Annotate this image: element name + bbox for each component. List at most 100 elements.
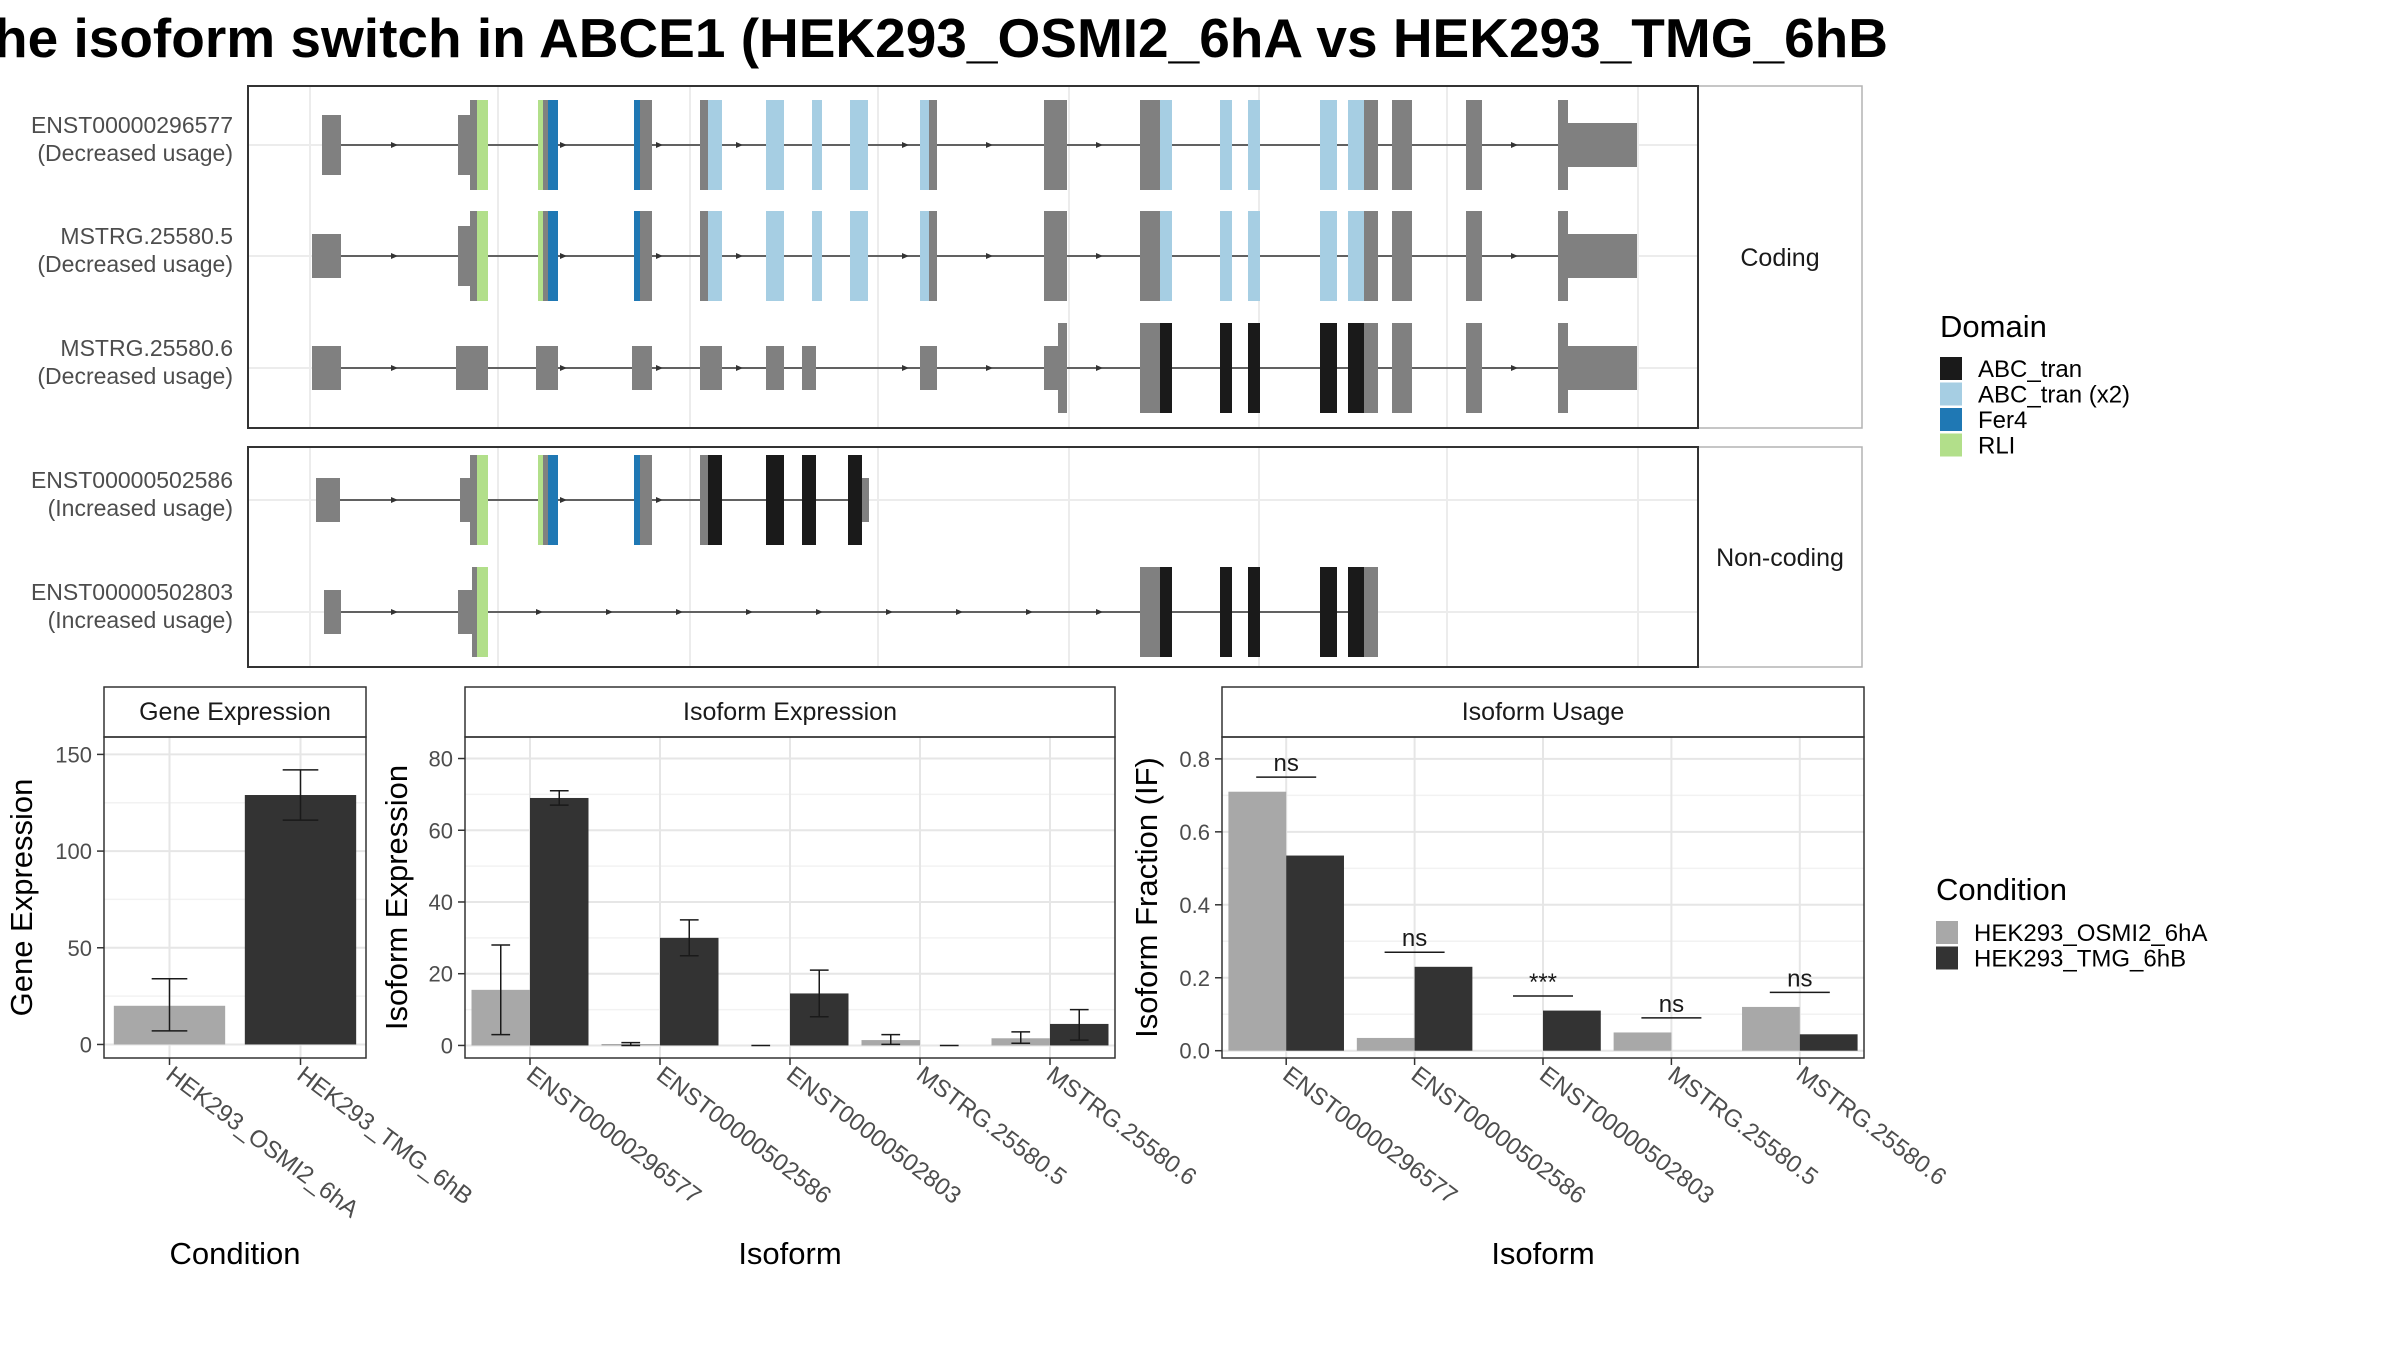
exon-block — [920, 211, 929, 301]
strand-arrow — [560, 253, 567, 259]
y-tick-label: 0.6 — [1179, 820, 1210, 845]
exon-block — [1248, 100, 1260, 190]
y-tick-label: 0 — [80, 1032, 92, 1057]
exon-block — [1248, 567, 1260, 657]
y-tick-label: 0.2 — [1179, 966, 1210, 991]
exon-block — [1364, 100, 1378, 190]
exon-block — [1220, 100, 1232, 190]
exon-block — [470, 100, 477, 190]
exon-block — [1392, 211, 1412, 301]
y-axis-title: Isoform Fraction (IF) — [1129, 757, 1164, 1038]
exon-block — [1364, 567, 1378, 657]
exon-block — [548, 211, 558, 301]
exon-block — [1160, 567, 1172, 657]
exon-block — [312, 234, 341, 278]
chart-title: Gene Expression — [139, 698, 331, 726]
strand-arrow — [656, 365, 663, 371]
exon-block — [1320, 100, 1337, 190]
condition-legend-swatch — [1936, 946, 1958, 970]
exon-block — [1348, 323, 1364, 413]
exon-block — [929, 211, 937, 301]
strand-arrow — [1096, 142, 1103, 148]
y-tick-label: 0 — [441, 1033, 453, 1058]
exon-block — [929, 100, 937, 190]
exon-block — [1392, 100, 1412, 190]
strand-arrow — [391, 365, 398, 371]
y-tick-label: 40 — [429, 890, 453, 915]
transcript-id-label: ENST00000502586 — [31, 467, 233, 493]
y-tick-label: 20 — [429, 962, 453, 987]
transcript-usage-label: (Decreased usage) — [37, 140, 233, 166]
exon-block — [700, 455, 708, 545]
significance-label: ns — [1787, 965, 1812, 992]
exon-block — [1348, 211, 1364, 301]
facet-strip — [1697, 446, 1863, 668]
exon-block — [802, 455, 816, 545]
exon-block — [548, 100, 558, 190]
domain-legend-label: ABC_tran (x2) — [1978, 382, 2130, 409]
exon-block — [477, 567, 488, 657]
transcript-id-label: MSTRG.25580.5 — [60, 223, 233, 249]
transcript-usage-label: (Decreased usage) — [37, 251, 233, 277]
y-tick-label: 0.0 — [1179, 1039, 1210, 1064]
exon-block — [1220, 211, 1232, 301]
exon-block — [1364, 211, 1378, 301]
exon-block — [708, 100, 722, 190]
exon-block — [477, 455, 488, 545]
strand-arrow — [656, 142, 663, 148]
exon-block — [1568, 123, 1637, 167]
exon-block — [812, 211, 822, 301]
domain-legend-label: RLI — [1978, 433, 2015, 460]
exon-block — [543, 100, 548, 190]
exon-block — [312, 346, 341, 390]
facet-strip-label: Coding — [1740, 244, 1819, 272]
exon-block — [850, 211, 868, 301]
strand-arrow — [536, 609, 543, 615]
exon-block — [862, 478, 869, 522]
exon-block — [536, 346, 558, 390]
domain-legend-swatch — [1940, 357, 1962, 380]
strand-arrow — [606, 609, 613, 615]
exon-block — [460, 478, 470, 522]
x-axis-title: Condition — [170, 1236, 301, 1271]
strand-arrow — [676, 609, 683, 615]
exon-block — [543, 211, 548, 301]
exon-block — [1140, 567, 1160, 657]
exon-block — [1160, 323, 1172, 413]
exon-block — [1058, 323, 1067, 413]
exon-block — [632, 346, 652, 390]
exon-block — [324, 590, 341, 634]
exon-block — [538, 100, 543, 190]
exon-block — [456, 346, 488, 390]
bar — [1286, 855, 1344, 1051]
domain-legend-label: ABC_tran — [1978, 356, 2082, 383]
strand-arrow — [986, 365, 993, 371]
strand-arrow — [1096, 365, 1103, 371]
strand-arrow — [816, 609, 823, 615]
exon-block — [470, 211, 477, 301]
chart-title: Isoform Expression — [683, 698, 897, 726]
figure-title: he isoform switch in ABCE1 (HEK293_OSMI2… — [0, 7, 1888, 69]
exon-block — [1140, 323, 1160, 413]
strand-arrow — [986, 253, 993, 259]
exon-block — [543, 455, 548, 545]
bar — [1228, 791, 1287, 1051]
y-tick-label: 80 — [429, 747, 453, 772]
chart-title-strip — [464, 686, 1116, 738]
exon-block — [1558, 323, 1568, 413]
exon-block — [634, 455, 640, 545]
exon-block — [1466, 211, 1482, 301]
exon-block — [766, 455, 784, 545]
bar — [1799, 1034, 1858, 1051]
y-tick-label: 100 — [55, 839, 92, 864]
transcript-id-label: ENST00000296577 — [31, 112, 233, 138]
exon-block — [634, 100, 640, 190]
strand-arrow — [391, 609, 398, 615]
strand-arrow — [746, 609, 753, 615]
exon-block — [766, 211, 784, 301]
exon-block — [1466, 100, 1482, 190]
significance-label: ns — [1274, 750, 1299, 777]
exon-block — [920, 100, 929, 190]
